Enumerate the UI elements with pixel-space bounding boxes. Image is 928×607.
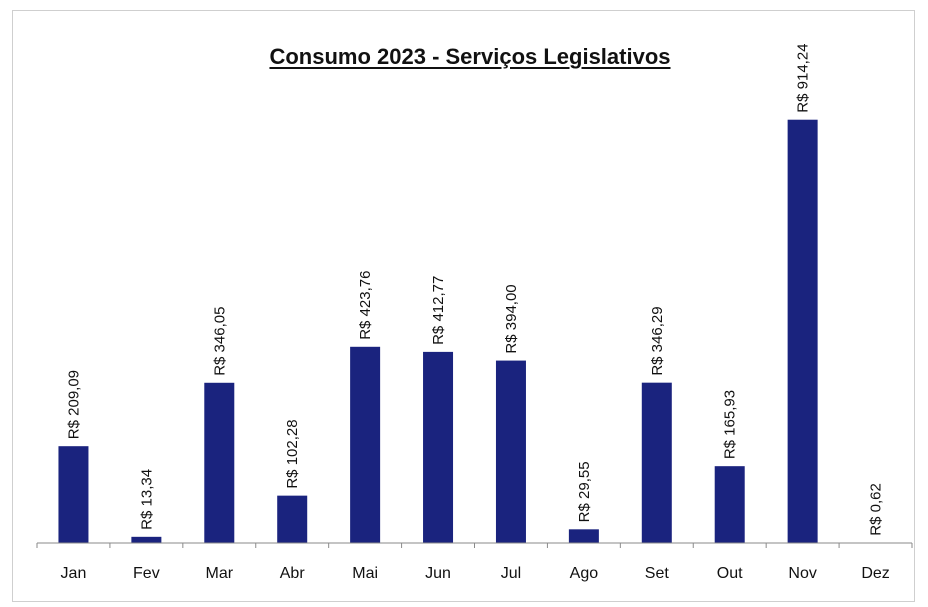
- x-axis-ticks: [36, 543, 913, 548]
- data-label: R$ 423,76: [357, 271, 374, 340]
- bar-jul: [495, 360, 526, 543]
- x-tick-label: Abr: [280, 565, 306, 582]
- x-tick-label: Jun: [425, 565, 451, 582]
- x-tick-label: Mai: [352, 565, 378, 582]
- x-tick-label: Jul: [501, 565, 521, 582]
- data-label: R$ 102,28: [284, 419, 301, 488]
- bar-set: [641, 382, 672, 543]
- data-label: R$ 13,34: [138, 469, 155, 530]
- bar-abr: [277, 495, 308, 543]
- data-label: R$ 346,05: [211, 307, 228, 376]
- data-label: R$ 346,29: [649, 306, 666, 375]
- x-tick-label: Jan: [61, 565, 87, 582]
- x-tick-label: Mar: [206, 565, 234, 582]
- data-labels-group: R$ 209,09 R$ 13,34 R$ 346,05 R$ 102,28 R$ 42…: [65, 43, 884, 535]
- bar-jun: [423, 351, 454, 543]
- bar-nov: [787, 119, 818, 543]
- data-label: R$ 165,93: [722, 390, 739, 459]
- data-label: R$ 914,24: [795, 43, 812, 112]
- x-axis-labels: Jan Fev Mar Abr Mai Jun Jul Ago Set Out Nov Dez: [61, 565, 890, 582]
- data-label: R$ 394,00: [503, 284, 520, 353]
- data-label: R$ 0,62: [868, 483, 885, 536]
- x-tick-label: Dez: [861, 565, 889, 582]
- bar-mar: [204, 382, 235, 543]
- data-label: R$ 29,55: [576, 461, 593, 522]
- bar-mai: [350, 346, 381, 543]
- chart-frame: [12, 10, 915, 602]
- x-tick-label: Fev: [133, 565, 160, 582]
- bars-group: [58, 119, 891, 543]
- bar-ago: [568, 529, 599, 543]
- chart-title: Consumo 2023 - Serviços Legislativos: [269, 44, 671, 69]
- x-tick-label: Ago: [570, 565, 599, 582]
- x-tick-label: Set: [645, 565, 670, 582]
- data-label: R$ 209,09: [65, 370, 82, 439]
- x-tick-label: Out: [717, 565, 743, 582]
- bar-out: [714, 466, 745, 543]
- bar-fev: [131, 536, 162, 543]
- data-label: R$ 412,77: [430, 276, 447, 345]
- bar-jan: [58, 446, 89, 543]
- x-tick-label: Nov: [788, 565, 816, 582]
